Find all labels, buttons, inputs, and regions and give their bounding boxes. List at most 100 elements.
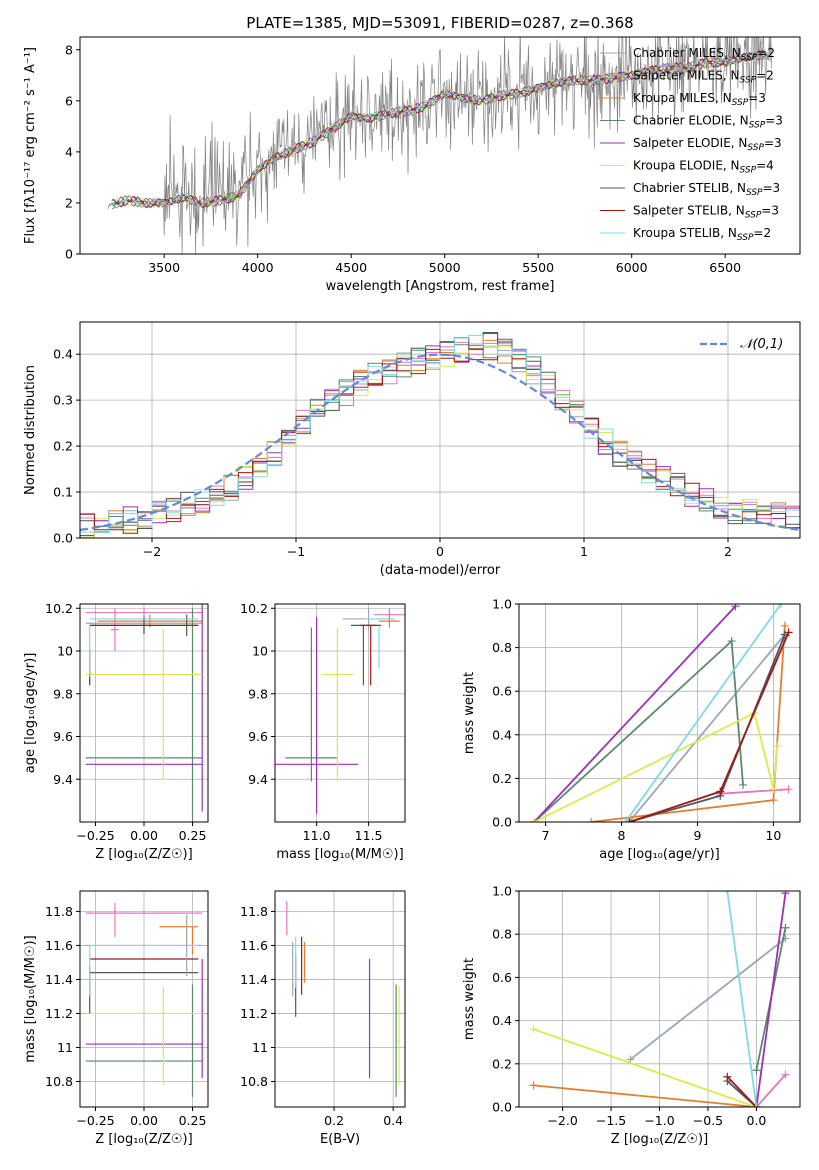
y-tick-label: 0.2 [53, 439, 73, 454]
y-tick-label: 9.6 [248, 729, 268, 744]
y-axis-label: mass weight [462, 672, 477, 754]
x-tick-label: 8 [618, 828, 626, 843]
y-tick-label: 0.4 [492, 727, 512, 742]
y-tick-label: 0.2 [492, 771, 512, 786]
legend-entry: Kroupa MILES, NSSP=3 [633, 91, 766, 108]
plus-marker [723, 1072, 732, 1081]
y-axis-label: mass weight [462, 958, 477, 1040]
y-tick-label: 0.8 [492, 927, 512, 942]
x-tick-label: 3500 [148, 260, 180, 275]
y-tick-label: 10 [57, 644, 73, 659]
axes-frame [79, 890, 209, 1108]
x-tick-label: −0.25 [76, 1113, 114, 1128]
plus-marker [777, 604, 786, 608]
figure-title: PLATE=1385, MJD=53091, FIBERID=0287, z=0… [246, 14, 633, 32]
x-tick-label: 0.4 [383, 1113, 403, 1128]
y-tick-label: 11.4 [240, 972, 268, 987]
x-tick-label: 11.5 [355, 828, 383, 843]
y-tick-label: 11 [252, 1040, 268, 1055]
plot-area-residuals [80, 322, 800, 538]
x-tick-label: 5000 [429, 260, 461, 275]
x-tick-label: 0.0 [746, 1113, 766, 1128]
x-tick-label: 7 [542, 828, 550, 843]
y-tick-label: 11.8 [240, 904, 268, 919]
x-tick-label: 1 [580, 544, 588, 559]
weight-line [755, 1073, 787, 1107]
y-axis-label: Normed distribution [23, 365, 38, 495]
plus-marker [727, 637, 736, 646]
x-tick-label: −1 [287, 544, 305, 559]
panel-weight_vs_Z: −2.0 −1.5 −1.0 −0.5 0.0 0.0 0.2 0.4 0.6 0.8 1.0 Z [… [462, 884, 801, 1147]
plus-marker [769, 796, 778, 805]
weight-line [590, 625, 786, 822]
panel-residuals: −2 −1 0 1 2 0.0 0.1 0.2 0.3 0.4 (data-model)/error… [23, 321, 801, 578]
x-tick-label: −0.5 [693, 1113, 723, 1128]
y-axis-label: Flux [fλ10⁻¹⁷ erg cm⁻² s⁻¹ A⁻¹] [23, 47, 38, 244]
y-tick-label: 11.2 [45, 1006, 73, 1021]
x-axis-label: mass [log₁₀(M/M☉)] [276, 847, 403, 862]
x-tick-label: 9 [693, 828, 701, 843]
y-tick-label: 0.0 [53, 531, 73, 546]
legend-entry: Salpeter MILES, NSSP=2 [633, 69, 774, 86]
y-tick-label: 10.8 [45, 1074, 73, 1089]
plus-marker [625, 818, 634, 822]
y-tick-label: 11.8 [45, 904, 73, 919]
plus-marker [621, 818, 630, 822]
x-tick-label: −1.5 [596, 1113, 626, 1128]
plus-marker [781, 1070, 790, 1079]
legend-entry: Salpeter ELODIE, NSSP=3 [633, 136, 782, 153]
weight-line [624, 604, 782, 822]
y-tick-label: 0.8 [492, 640, 512, 655]
y-tick-label: 11.6 [240, 938, 268, 953]
weight-line [533, 711, 779, 822]
plot-area-age_vs_Z [80, 604, 208, 822]
axes-frame [274, 603, 406, 823]
axes-frame [518, 603, 801, 823]
weight-line [629, 937, 787, 1061]
axes-frame [79, 321, 801, 539]
y-axis-label: mass [log₁₀(M/M☉)] [23, 935, 38, 1062]
y-tick-label: 0.0 [492, 815, 512, 830]
axes-frame [79, 36, 801, 255]
plus-marker [781, 923, 790, 932]
x-tick-label: 0 [436, 544, 444, 559]
x-tick-label: 0.25 [179, 828, 207, 843]
y-tick-label: 6 [65, 93, 73, 108]
weight-line [726, 1076, 758, 1107]
legend-entry: Kroupa STELIB, NSSP=2 [633, 226, 771, 243]
panel-weight_vs_age: 7 8 9 10 0.0 0.2 0.4 0.6 0.8 1.0 age [log₁₀(age/yr… [462, 597, 801, 862]
panel-age_vs_Z: −0.25 0.00 0.25 9.4 9.6 9.8 10 10.2 Z [log₁₀(Z/Z… [23, 601, 209, 862]
x-tick-label: 10 [765, 828, 781, 843]
legend-entry: Kroupa ELODIE, NSSP=4 [633, 159, 774, 176]
plus-marker [529, 1025, 538, 1034]
y-tick-label: 10.2 [45, 601, 73, 616]
x-tick-label: 6500 [709, 260, 741, 275]
plus-marker [752, 1066, 761, 1075]
x-axis-label: Z [log₁₀(Z/Z☉)] [95, 1132, 192, 1147]
y-tick-label: 0.0 [492, 1100, 512, 1115]
y-tick-label: 11.2 [240, 1006, 268, 1021]
plus-marker [780, 621, 789, 630]
plus-marker [530, 818, 539, 822]
x-tick-label: −1.0 [644, 1113, 674, 1128]
panel-mass_vs_ebv: 0.2 0.4 10.8 11 11.2 11.4 11.6 11.8 E(B-V) [240, 890, 406, 1147]
weight-line [533, 1028, 757, 1107]
plot-area-spectrum [107, 37, 772, 254]
x-tick-label: 5500 [522, 260, 554, 275]
y-tick-label: 8 [65, 42, 73, 57]
axes-frame [79, 603, 209, 823]
x-axis-label: age [log₁₀(age/yr)] [599, 847, 720, 862]
x-tick-label: 0.00 [130, 828, 158, 843]
y-tick-label: 9.4 [53, 772, 73, 787]
y-tick-label: 10.2 [240, 601, 268, 616]
axes-frame [274, 890, 406, 1108]
weight-line [726, 891, 758, 1107]
weight-line [755, 893, 787, 1107]
plot-area-age_vs_mass [275, 604, 405, 822]
y-tick-label: 0.3 [53, 393, 73, 408]
x-axis-label: Z [log₁₀(Z/Z☉)] [611, 1132, 708, 1147]
plus-marker [784, 628, 793, 637]
y-tick-label: 4 [65, 144, 73, 159]
panel-spectrum: 3500 4000 4500 5000 5500 6000 6500 0 2 4 6 8 wavelen… [23, 36, 801, 294]
